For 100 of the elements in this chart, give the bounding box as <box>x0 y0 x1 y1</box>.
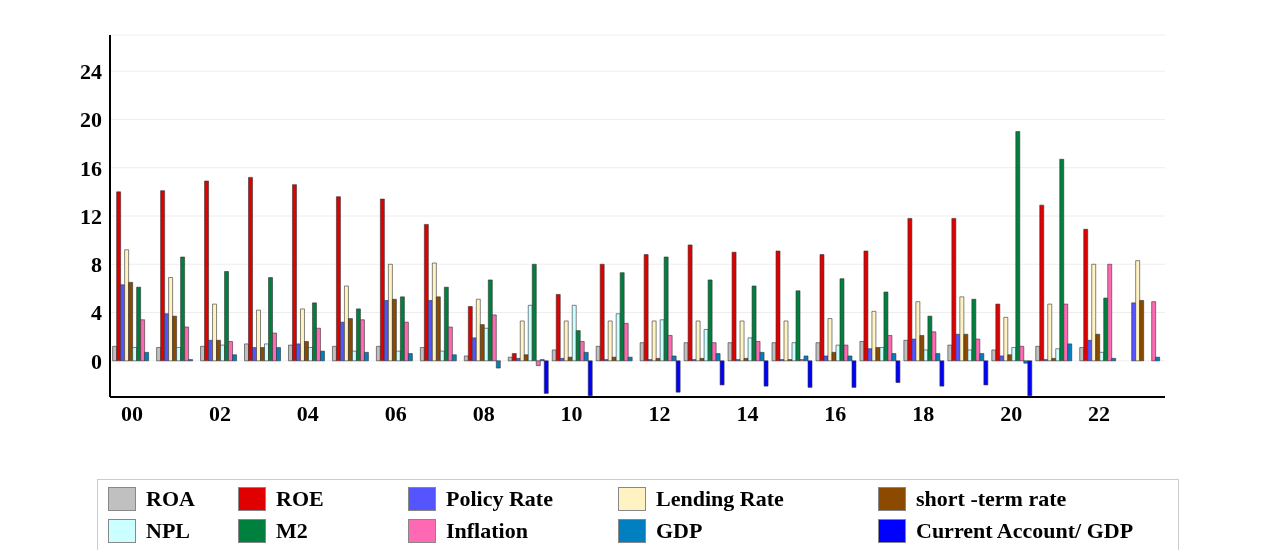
bar <box>1047 303 1053 362</box>
y-tick-label: 24 <box>80 59 102 85</box>
bar <box>1003 317 1009 362</box>
bar <box>543 360 549 394</box>
bar <box>380 198 385 362</box>
bar <box>927 315 933 362</box>
bar <box>256 309 261 362</box>
y-tick-label: 8 <box>91 252 102 278</box>
bar <box>555 294 561 362</box>
bar <box>571 304 577 362</box>
bar <box>707 279 713 362</box>
bar <box>1015 131 1021 362</box>
bar <box>356 308 361 362</box>
bar <box>863 250 869 362</box>
bar <box>388 263 393 362</box>
y-tick-label: 16 <box>80 155 102 181</box>
bar <box>883 291 889 362</box>
bar <box>519 320 525 362</box>
bar <box>248 177 253 362</box>
bar <box>839 278 845 362</box>
bar <box>619 272 625 362</box>
x-tick-label: 22 <box>1088 400 1111 426</box>
bar <box>959 296 965 362</box>
bar <box>1039 204 1045 362</box>
bar <box>468 306 473 362</box>
bar <box>300 308 305 362</box>
bar <box>1151 301 1156 362</box>
bar <box>827 318 833 362</box>
y-tick-label: 12 <box>80 203 102 229</box>
bar <box>751 285 757 362</box>
bar <box>563 320 569 362</box>
bar <box>531 263 537 362</box>
bar <box>1135 260 1140 362</box>
bar <box>212 303 217 362</box>
bar <box>651 320 657 362</box>
legend-label: Inflation <box>446 518 528 544</box>
x-tick-label: 02 <box>208 400 231 426</box>
bar <box>951 218 957 362</box>
bar <box>971 298 977 362</box>
bar <box>739 320 745 362</box>
bar <box>915 301 921 362</box>
bar <box>444 286 449 362</box>
bar <box>599 263 605 362</box>
legend-label: ROA <box>146 486 195 512</box>
legend-label: short -term rate <box>916 486 1067 512</box>
bar <box>224 271 229 362</box>
y-tick-label: 4 <box>91 300 102 326</box>
bar <box>180 256 185 362</box>
x-tick-label: 08 <box>472 400 495 426</box>
bar <box>643 254 649 362</box>
bar <box>775 250 781 362</box>
y-tick-label: 0 <box>91 348 102 374</box>
legend-label: Current Account/ GDP <box>916 518 1134 544</box>
bar <box>424 224 429 362</box>
bar <box>168 277 173 362</box>
bar <box>116 191 121 362</box>
bar <box>476 298 481 362</box>
bar <box>488 279 493 362</box>
bar <box>1091 263 1097 362</box>
x-tick-label: 04 <box>296 400 319 426</box>
legend-label: Lending Rate <box>656 486 784 512</box>
x-tick-label: 16 <box>824 400 847 426</box>
bar <box>160 190 165 362</box>
x-tick-label: 18 <box>912 400 935 426</box>
x-tick-label: 14 <box>736 400 759 426</box>
bar <box>995 303 1001 362</box>
bar <box>819 254 825 362</box>
bar <box>292 184 297 362</box>
legend-label: GDP <box>656 518 703 544</box>
bar <box>511 353 517 362</box>
bar <box>432 262 437 362</box>
legend-label: Policy Rate <box>446 486 553 512</box>
bar <box>907 218 913 362</box>
x-tick-label: 00 <box>120 400 143 426</box>
legend-label: ROE <box>276 486 324 512</box>
bar <box>344 285 349 362</box>
x-tick-label: 06 <box>384 400 407 426</box>
bar <box>268 277 273 362</box>
bar <box>336 196 341 362</box>
bar <box>663 256 669 362</box>
legend-label: M2 <box>276 518 308 544</box>
bar <box>204 180 209 362</box>
bar <box>871 311 877 362</box>
bar <box>312 302 317 362</box>
bar <box>400 296 405 362</box>
legend-label: NPL <box>146 518 190 544</box>
bar <box>1083 228 1089 362</box>
bar <box>795 290 801 362</box>
bar <box>1059 158 1065 362</box>
bar <box>136 286 141 362</box>
bar <box>1027 360 1033 397</box>
bar <box>695 320 701 362</box>
bar <box>124 249 129 362</box>
bar <box>607 320 613 362</box>
bar <box>783 320 789 362</box>
x-tick-label: 12 <box>648 400 671 426</box>
x-tick-label: 10 <box>560 400 583 426</box>
y-tick-label: 20 <box>80 107 102 133</box>
x-tick-label: 20 <box>1000 400 1023 426</box>
bar <box>1107 263 1113 362</box>
